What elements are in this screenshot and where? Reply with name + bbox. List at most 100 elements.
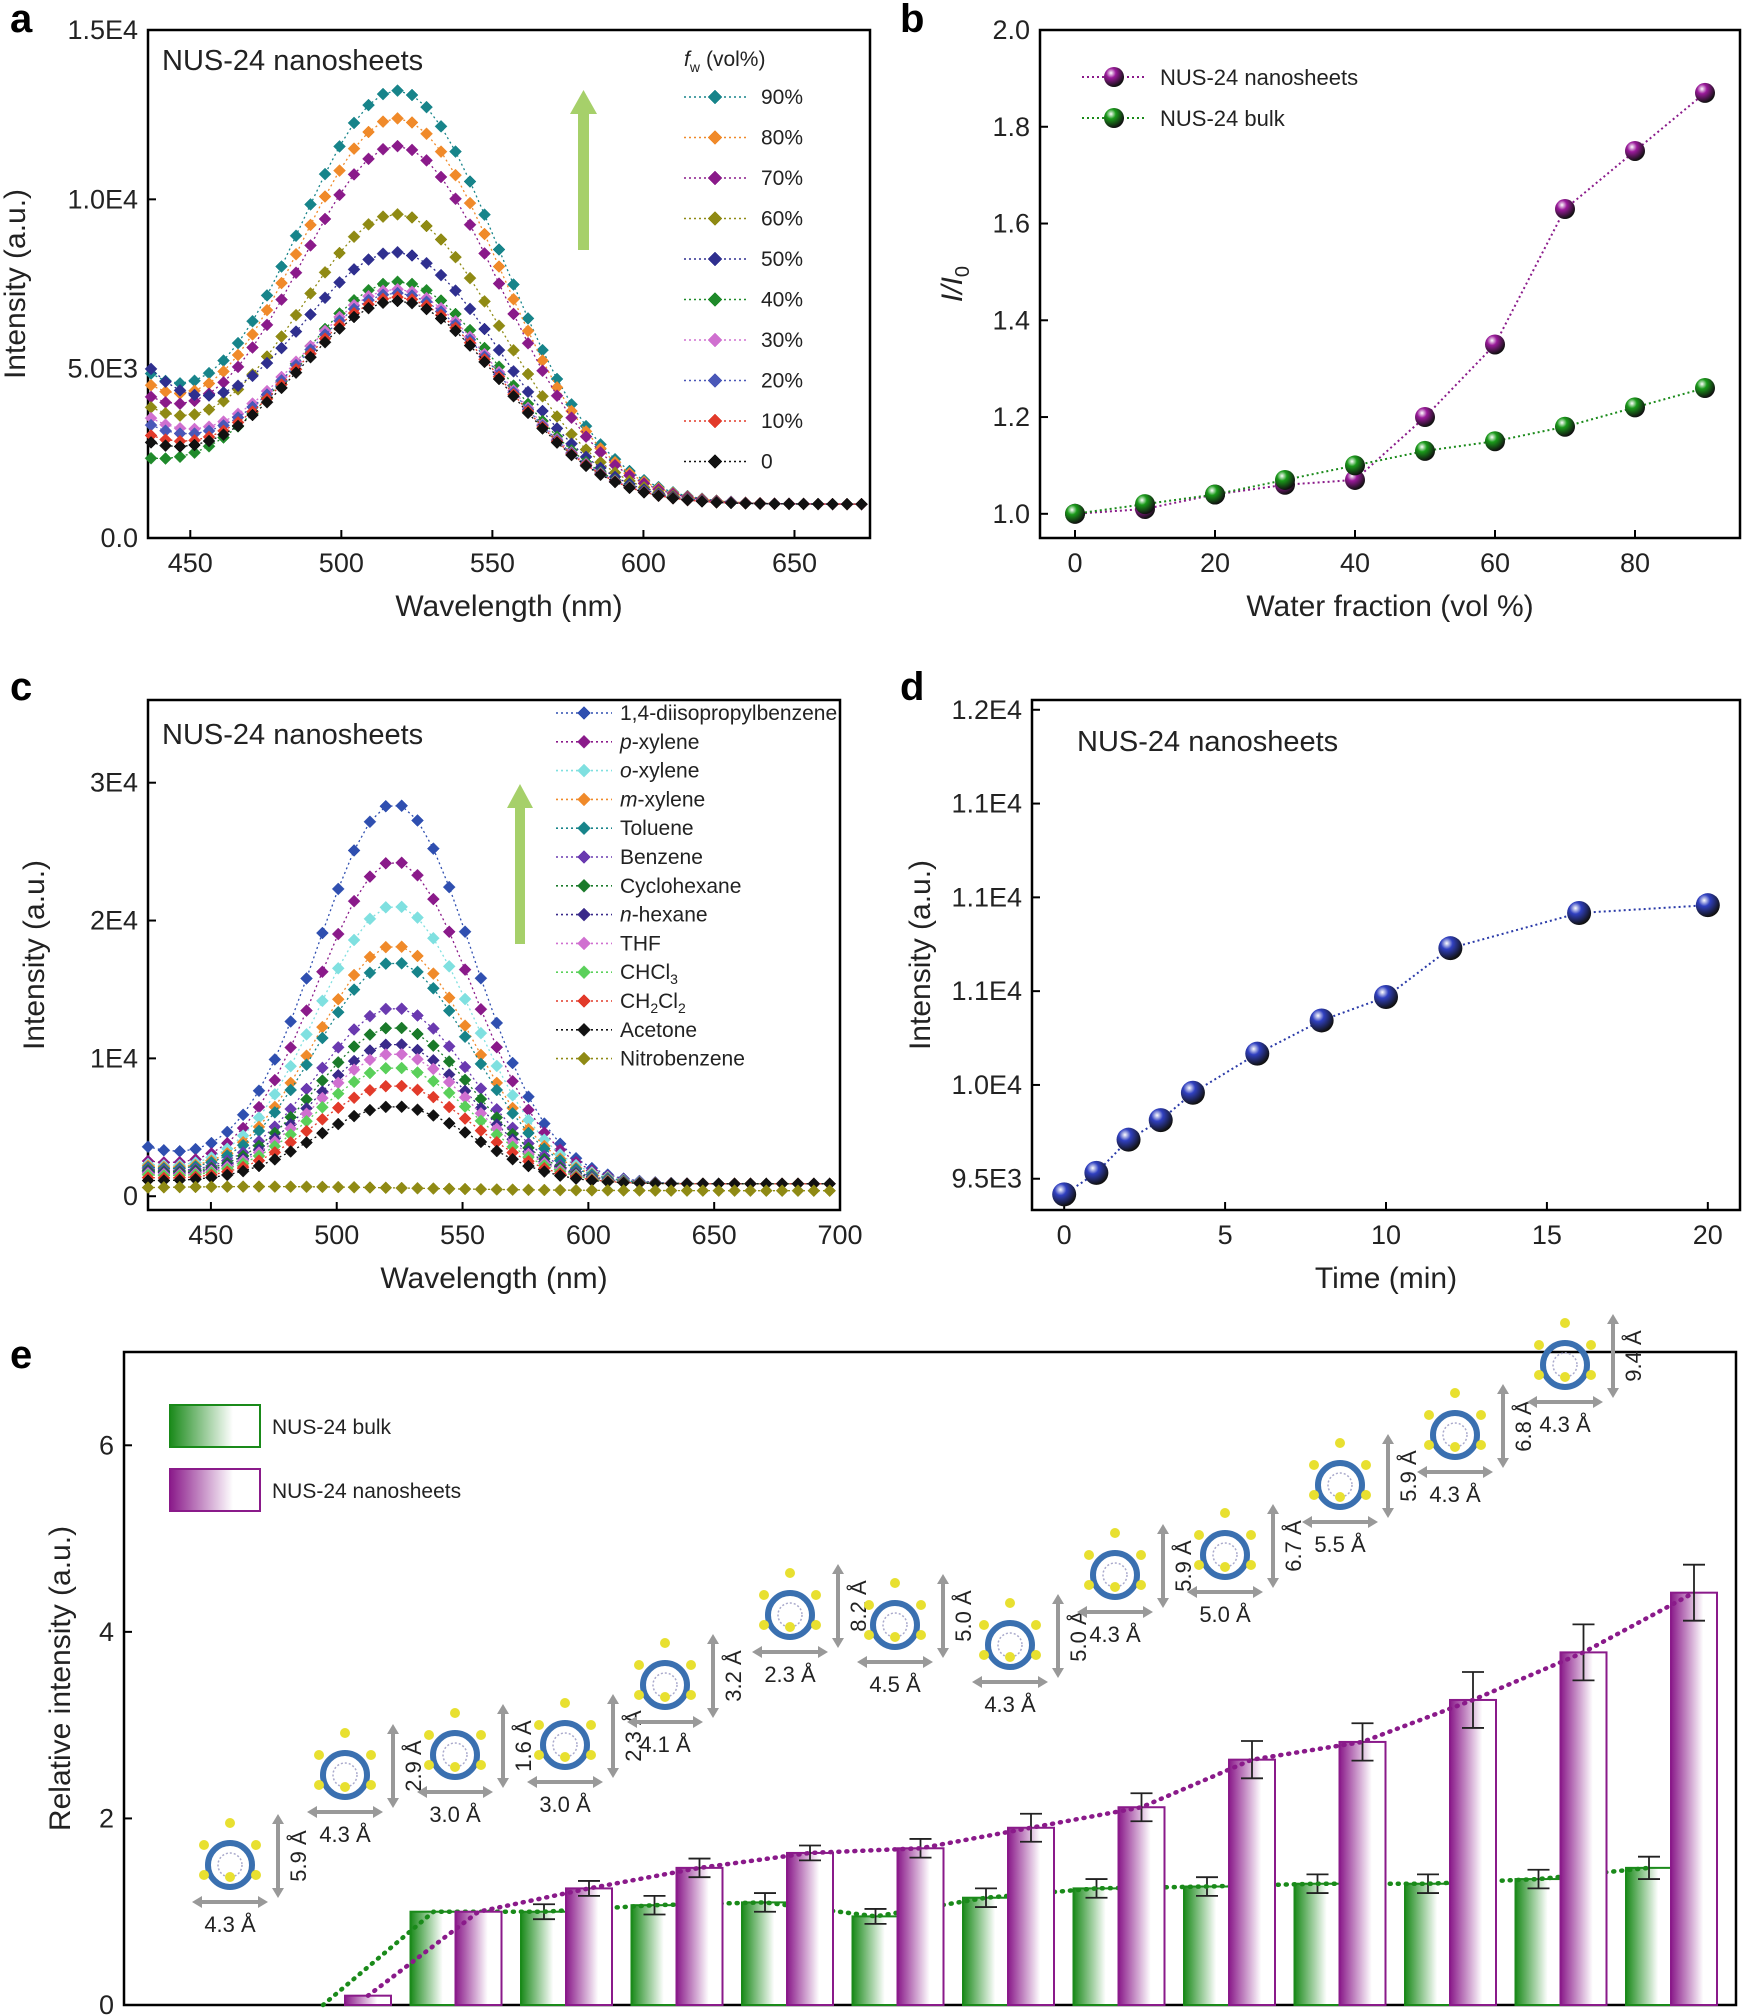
legend-label: 40% (761, 289, 803, 312)
legend-label-italic: n (620, 904, 632, 927)
data-point (363, 1028, 377, 1042)
data-point (506, 1056, 519, 1070)
data-point (289, 247, 303, 261)
data-point (395, 956, 409, 970)
data-point (579, 430, 593, 443)
legend-marker (577, 994, 591, 1008)
data-point (536, 364, 549, 378)
data-point (579, 459, 593, 473)
atom (1194, 1560, 1204, 1570)
data-point (268, 1087, 282, 1101)
width-label: 4.3 Å (204, 1912, 256, 1937)
y-tick-label: 4 (99, 1617, 114, 1647)
data-point (347, 1180, 361, 1194)
panel-label-a: a (10, 0, 33, 41)
data-point (347, 933, 361, 947)
legend-label-rest: -xylene (632, 760, 700, 783)
data-point (173, 1180, 187, 1194)
data-point (442, 1039, 456, 1053)
data-point (405, 211, 419, 224)
arrow-head (497, 1704, 509, 1714)
x-axis-label: Wavelength (nm) (380, 1262, 607, 1295)
data-point (1245, 1041, 1270, 1066)
atom (1110, 1582, 1120, 1592)
atom (1424, 1410, 1434, 1420)
legend-swatch (169, 1468, 261, 1512)
data-point (331, 882, 345, 896)
data-point (565, 448, 578, 462)
molecule-inner (442, 1742, 468, 1768)
series-60% (144, 207, 868, 511)
data-point (759, 1184, 773, 1198)
arrow-head (607, 1768, 619, 1778)
x-tick-label: 550 (440, 1220, 485, 1250)
data-point (304, 308, 317, 321)
data-point (522, 1183, 535, 1197)
molecule-inner (1552, 1352, 1578, 1378)
data-point (252, 1180, 266, 1193)
data-point (490, 1083, 504, 1097)
series-line (150, 145, 862, 505)
legend-swatch (169, 1404, 261, 1448)
atom (1246, 1530, 1256, 1540)
atom (251, 1840, 261, 1850)
x-tick-label: 80 (1620, 548, 1650, 578)
data-point (550, 436, 564, 449)
data-point (1148, 1108, 1173, 1133)
x-tick-label: 20 (1693, 1220, 1723, 1250)
data-point (458, 992, 472, 1006)
molecule-annotation: 4.3 Å 6.8 Å (1417, 1384, 1536, 1507)
data-point (434, 145, 448, 159)
data-point (1567, 900, 1592, 925)
atom (1450, 1388, 1460, 1398)
atom (1534, 1370, 1544, 1380)
data-point (347, 1023, 361, 1036)
data-point (331, 992, 345, 1006)
height-label: 6.7 Å (1281, 1520, 1306, 1572)
arrow-head (1143, 1606, 1153, 1618)
data-point (855, 497, 868, 511)
legend-label-text2: Cl (658, 990, 678, 1013)
data-point (316, 965, 329, 979)
data-point (289, 325, 303, 338)
legend-marker (707, 454, 723, 469)
legend-label: Nitrobenzene (620, 1048, 745, 1071)
data-point (492, 319, 506, 333)
data-point (395, 900, 409, 914)
data-point (507, 278, 520, 291)
molecule-ring (320, 1750, 370, 1800)
arrow-head (707, 1708, 719, 1718)
atom (450, 1708, 460, 1718)
atom (1361, 1460, 1371, 1470)
legend-label-sub: 3 (670, 971, 678, 987)
data-point (144, 436, 158, 449)
bar (1117, 1806, 1166, 2006)
data-point (449, 250, 462, 264)
arrow-head (387, 1798, 399, 1808)
data-point (246, 369, 259, 383)
x-tick-label: 500 (314, 1220, 359, 1250)
legend-marker (707, 89, 723, 105)
atom (634, 1660, 644, 1670)
data-point (289, 366, 303, 380)
arrow-head (607, 1694, 619, 1704)
arrow-head (1077, 1606, 1087, 1618)
data-point (458, 1126, 472, 1139)
legend-label-text: CHCl (620, 961, 670, 984)
data-point (521, 324, 535, 338)
atom (1560, 1372, 1570, 1382)
data-point (442, 1086, 456, 1100)
data-point (316, 1020, 329, 1034)
data-point (289, 308, 303, 322)
atom (979, 1620, 989, 1630)
data-point (490, 1183, 504, 1196)
arrow-head (307, 1806, 317, 1818)
data-point (347, 844, 361, 857)
data-point (268, 1073, 282, 1087)
data-point (275, 260, 288, 273)
data-point (144, 451, 158, 465)
series-80% (144, 112, 868, 511)
x-tick-label: 600 (566, 1220, 611, 1250)
data-point (363, 1009, 377, 1023)
legend-label: n-hexane (620, 904, 708, 927)
